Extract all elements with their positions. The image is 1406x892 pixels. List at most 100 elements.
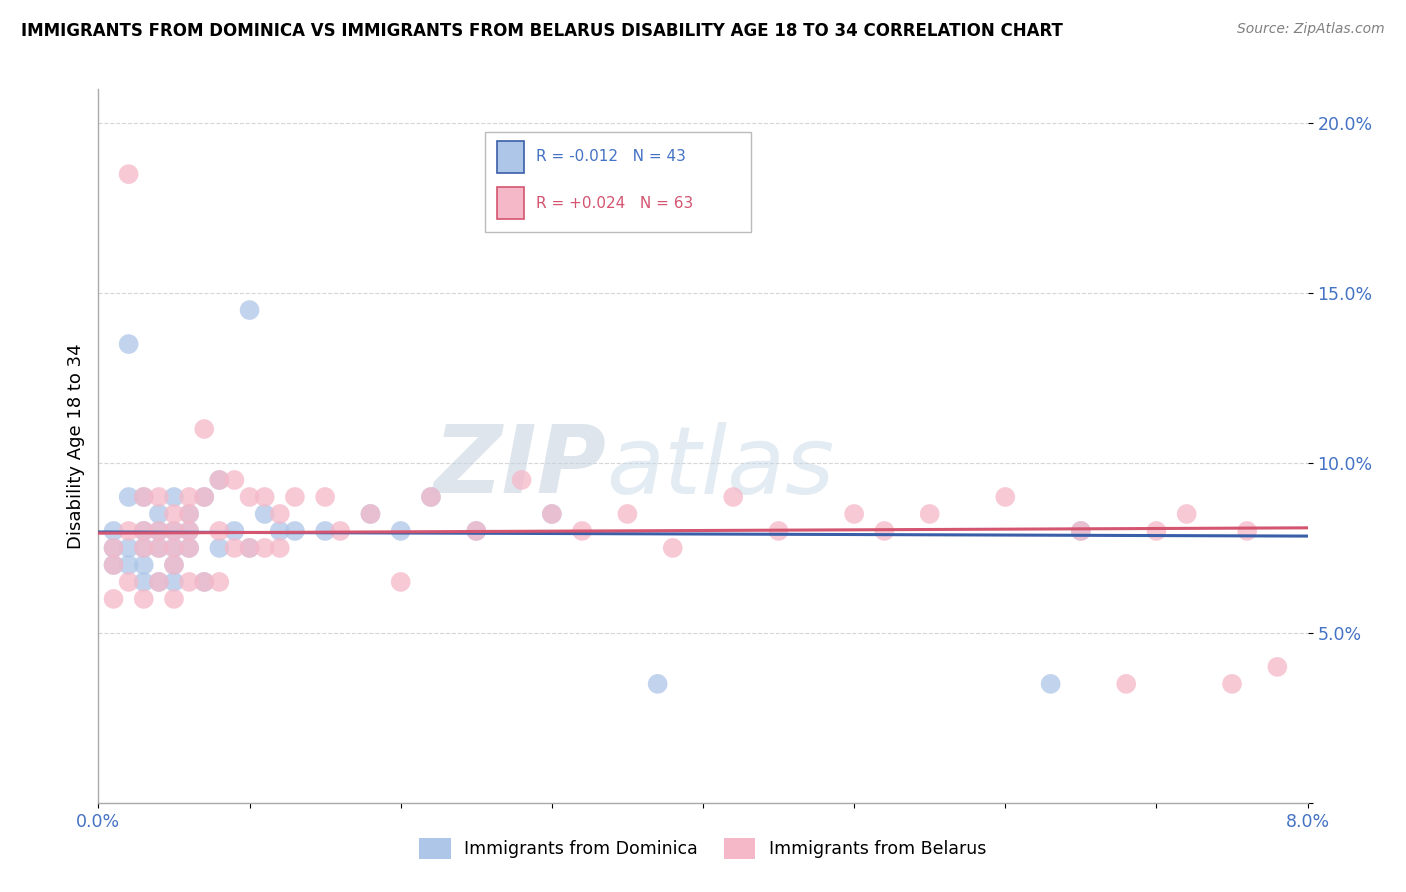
Text: IMMIGRANTS FROM DOMINICA VS IMMIGRANTS FROM BELARUS DISABILITY AGE 18 TO 34 CORR: IMMIGRANTS FROM DOMINICA VS IMMIGRANTS F… [21, 22, 1063, 40]
Point [148, 490, 170, 504]
Point [994, 490, 1017, 504]
Point [118, 574, 141, 589]
Point [132, 591, 155, 606]
Text: ZIP: ZIP [433, 421, 606, 514]
Point [148, 541, 170, 555]
Point [193, 574, 215, 589]
Point [224, 541, 246, 555]
Point [208, 473, 231, 487]
Point [179, 574, 201, 589]
Point [571, 524, 593, 538]
FancyBboxPatch shape [498, 187, 524, 219]
Point [118, 490, 141, 504]
Point [132, 574, 155, 589]
Point [148, 574, 170, 589]
Point [465, 524, 488, 538]
Point [420, 490, 443, 504]
Point [1070, 524, 1092, 538]
Point [239, 541, 262, 555]
Point [179, 541, 201, 555]
Point [1220, 677, 1243, 691]
Point [148, 524, 170, 538]
Y-axis label: Disability Age 18 to 34: Disability Age 18 to 34 [66, 343, 84, 549]
Point [616, 507, 638, 521]
Point [132, 524, 155, 538]
Point [132, 490, 155, 504]
FancyBboxPatch shape [498, 141, 524, 173]
Point [132, 490, 155, 504]
Point [163, 574, 186, 589]
Point [132, 541, 155, 555]
Point [163, 541, 186, 555]
Point [163, 591, 186, 606]
Point [329, 524, 352, 538]
Point [647, 677, 669, 691]
Point [420, 490, 443, 504]
Text: atlas: atlas [606, 422, 835, 513]
Point [103, 558, 125, 572]
Point [661, 541, 683, 555]
Text: Source: ZipAtlas.com: Source: ZipAtlas.com [1237, 22, 1385, 37]
Point [132, 524, 155, 538]
Point [179, 524, 201, 538]
Point [208, 574, 231, 589]
Point [148, 574, 170, 589]
Point [103, 541, 125, 555]
Point [253, 507, 276, 521]
Point [873, 524, 896, 538]
Point [253, 490, 276, 504]
Point [768, 524, 790, 538]
Point [465, 524, 488, 538]
Point [224, 524, 246, 538]
Point [239, 541, 262, 555]
Point [540, 507, 562, 521]
Point [163, 524, 186, 538]
Point [389, 574, 412, 589]
Point [389, 524, 412, 538]
Point [1175, 507, 1198, 521]
Point [1236, 524, 1258, 538]
Point [1267, 660, 1289, 674]
Point [118, 558, 141, 572]
Point [208, 541, 231, 555]
Text: R = -0.012   N = 43: R = -0.012 N = 43 [536, 150, 686, 164]
Point [179, 490, 201, 504]
Point [269, 541, 291, 555]
Point [314, 524, 336, 538]
Point [1115, 677, 1137, 691]
Point [118, 541, 141, 555]
Point [224, 473, 246, 487]
Point [239, 303, 262, 318]
Point [723, 490, 745, 504]
Point [269, 524, 291, 538]
Point [284, 490, 307, 504]
Point [132, 558, 155, 572]
Point [163, 558, 186, 572]
Point [193, 574, 215, 589]
Point [284, 524, 307, 538]
Point [179, 507, 201, 521]
Point [148, 507, 170, 521]
Point [193, 422, 215, 436]
Point [269, 507, 291, 521]
Text: R = +0.024   N = 63: R = +0.024 N = 63 [536, 196, 693, 211]
Point [540, 507, 562, 521]
Point [1070, 524, 1092, 538]
Point [208, 524, 231, 538]
Point [510, 473, 533, 487]
Point [918, 507, 941, 521]
Point [103, 524, 125, 538]
Point [163, 558, 186, 572]
Point [118, 167, 141, 181]
Point [103, 558, 125, 572]
Point [239, 490, 262, 504]
Point [163, 524, 186, 538]
Point [163, 507, 186, 521]
Point [360, 507, 382, 521]
Point [179, 524, 201, 538]
Legend: Immigrants from Dominica, Immigrants from Belarus: Immigrants from Dominica, Immigrants fro… [412, 831, 994, 865]
Point [179, 507, 201, 521]
Point [132, 541, 155, 555]
Point [193, 490, 215, 504]
Point [1039, 677, 1062, 691]
